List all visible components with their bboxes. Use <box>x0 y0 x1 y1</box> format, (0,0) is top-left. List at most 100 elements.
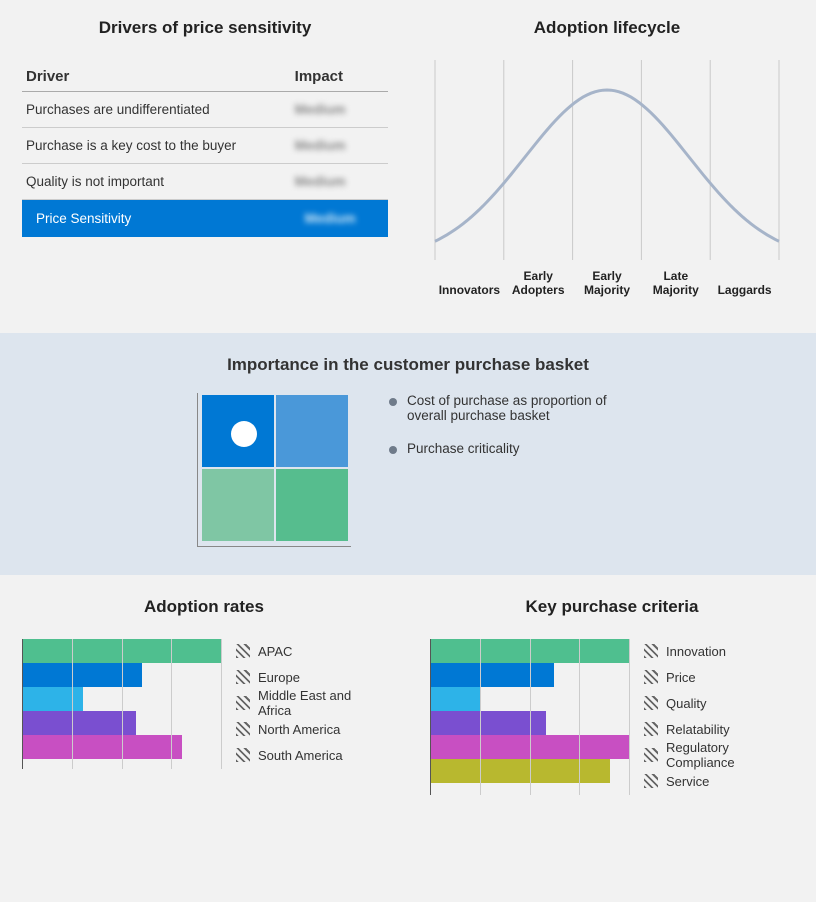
bar-row <box>23 711 222 735</box>
bar <box>431 735 630 759</box>
adoption-rates-chart <box>22 639 222 769</box>
bar-row <box>431 711 630 735</box>
purchase-criteria-chart <box>430 639 630 795</box>
importance-panel: Importance in the customer purchase bask… <box>0 333 816 575</box>
legend-swatch-icon <box>236 670 250 684</box>
legend-item: APAC <box>236 639 386 663</box>
legend-swatch-icon <box>236 644 250 658</box>
summary-value: Medium <box>291 200 388 238</box>
purchase-criteria-panel: Key purchase criteria Innovation Price Q… <box>408 575 816 817</box>
bar <box>431 639 630 663</box>
bar-row <box>431 759 630 783</box>
bar <box>23 663 142 687</box>
driver-cell: Quality is not important <box>22 164 291 200</box>
legend-swatch-icon <box>644 748 658 762</box>
legend-swatch-icon <box>644 774 658 788</box>
bar <box>431 687 481 711</box>
bar-row <box>431 663 630 687</box>
legend-bullet-icon <box>389 446 397 454</box>
bar <box>23 639 222 663</box>
legend-swatch-icon <box>644 722 658 736</box>
legend-item: Relatability <box>644 717 794 741</box>
drivers-table: Driver Impact Purchases are undifferenti… <box>22 60 388 237</box>
lifecycle-panel: Adoption lifecycle InnovatorsEarlyAdopte… <box>410 0 816 333</box>
bar <box>431 759 610 783</box>
svg-text:Laggards: Laggards <box>718 283 772 297</box>
legend-swatch-icon <box>236 748 250 762</box>
svg-text:Early: Early <box>524 269 554 283</box>
legend-label: Regulatory Compliance <box>666 740 794 770</box>
legend-label: South America <box>258 748 343 763</box>
svg-text:Majority: Majority <box>584 283 630 297</box>
legend-text: Purchase criticality <box>407 441 520 456</box>
col-impact: Impact <box>291 60 388 92</box>
matrix-quad <box>202 469 274 541</box>
legend-label: APAC <box>258 644 292 659</box>
legend-swatch-icon <box>644 670 658 684</box>
summary-label: Price Sensitivity <box>22 200 291 238</box>
legend-swatch-icon <box>644 644 658 658</box>
adoption-rates-legend: APAC Europe Middle East and Africa North… <box>236 639 386 769</box>
bar-row <box>23 687 222 711</box>
impact-cell: Medium <box>291 92 388 128</box>
legend-item: Purchase criticality <box>389 441 619 456</box>
importance-matrix <box>197 393 351 547</box>
table-row: Purchase is a key cost to the buyer Medi… <box>22 128 388 164</box>
legend-label: Relatability <box>666 722 730 737</box>
matrix-dot <box>231 421 257 447</box>
legend-swatch-icon <box>236 722 250 736</box>
legend-label: North America <box>258 722 340 737</box>
purchase-criteria-title: Key purchase criteria <box>430 597 794 617</box>
bar-row <box>23 735 222 759</box>
legend-label: Middle East and Africa <box>258 688 386 718</box>
bar <box>23 711 136 735</box>
svg-text:Majority: Majority <box>653 283 699 297</box>
legend-item: Innovation <box>644 639 794 663</box>
adoption-rates-panel: Adoption rates APAC Europe Middle East a… <box>0 575 408 817</box>
legend-item: South America <box>236 743 386 767</box>
purchase-criteria-legend: Innovation Price Quality Relatability Re… <box>644 639 794 795</box>
bar <box>431 711 546 735</box>
summary-row: Price Sensitivity Medium <box>22 200 388 238</box>
svg-text:Innovators: Innovators <box>439 283 501 297</box>
lifecycle-title: Adoption lifecycle <box>420 18 794 38</box>
lifecycle-chart: InnovatorsEarlyAdoptersEarlyMajorityLate… <box>420 60 794 310</box>
adoption-rates-title: Adoption rates <box>22 597 386 617</box>
drivers-title: Drivers of price sensitivity <box>22 18 388 38</box>
col-driver: Driver <box>22 60 291 92</box>
bar-row <box>431 735 630 759</box>
legend-item: Regulatory Compliance <box>644 743 794 767</box>
legend-item: Europe <box>236 665 386 689</box>
legend-bullet-icon <box>389 398 397 406</box>
table-row: Purchases are undifferentiated Medium <box>22 92 388 128</box>
svg-text:Early: Early <box>592 269 622 283</box>
impact-cell: Medium <box>291 128 388 164</box>
legend-swatch-icon <box>644 696 658 710</box>
legend-label: Europe <box>258 670 300 685</box>
legend-item: Middle East and Africa <box>236 691 386 715</box>
legend-label: Innovation <box>666 644 726 659</box>
importance-legend: Cost of purchase as proportion of overal… <box>389 393 619 547</box>
drivers-panel: Drivers of price sensitivity Driver Impa… <box>0 0 410 333</box>
legend-item: Cost of purchase as proportion of overal… <box>389 393 619 423</box>
driver-cell: Purchases are undifferentiated <box>22 92 291 128</box>
matrix-quad <box>276 395 348 467</box>
table-row: Quality is not important Medium <box>22 164 388 200</box>
matrix-quad <box>276 469 348 541</box>
bar <box>431 663 554 687</box>
legend-item: North America <box>236 717 386 741</box>
legend-item: Price <box>644 665 794 689</box>
legend-item: Quality <box>644 691 794 715</box>
bar-row <box>431 639 630 663</box>
svg-text:Late: Late <box>663 269 688 283</box>
legend-item: Service <box>644 769 794 793</box>
bar-row <box>23 639 222 663</box>
bar-row <box>23 663 222 687</box>
legend-text: Cost of purchase as proportion of overal… <box>407 393 619 423</box>
driver-cell: Purchase is a key cost to the buyer <box>22 128 291 164</box>
bar-row <box>431 687 630 711</box>
svg-text:Adopters: Adopters <box>512 283 565 297</box>
legend-label: Price <box>666 670 696 685</box>
legend-swatch-icon <box>236 696 250 710</box>
impact-cell: Medium <box>291 164 388 200</box>
